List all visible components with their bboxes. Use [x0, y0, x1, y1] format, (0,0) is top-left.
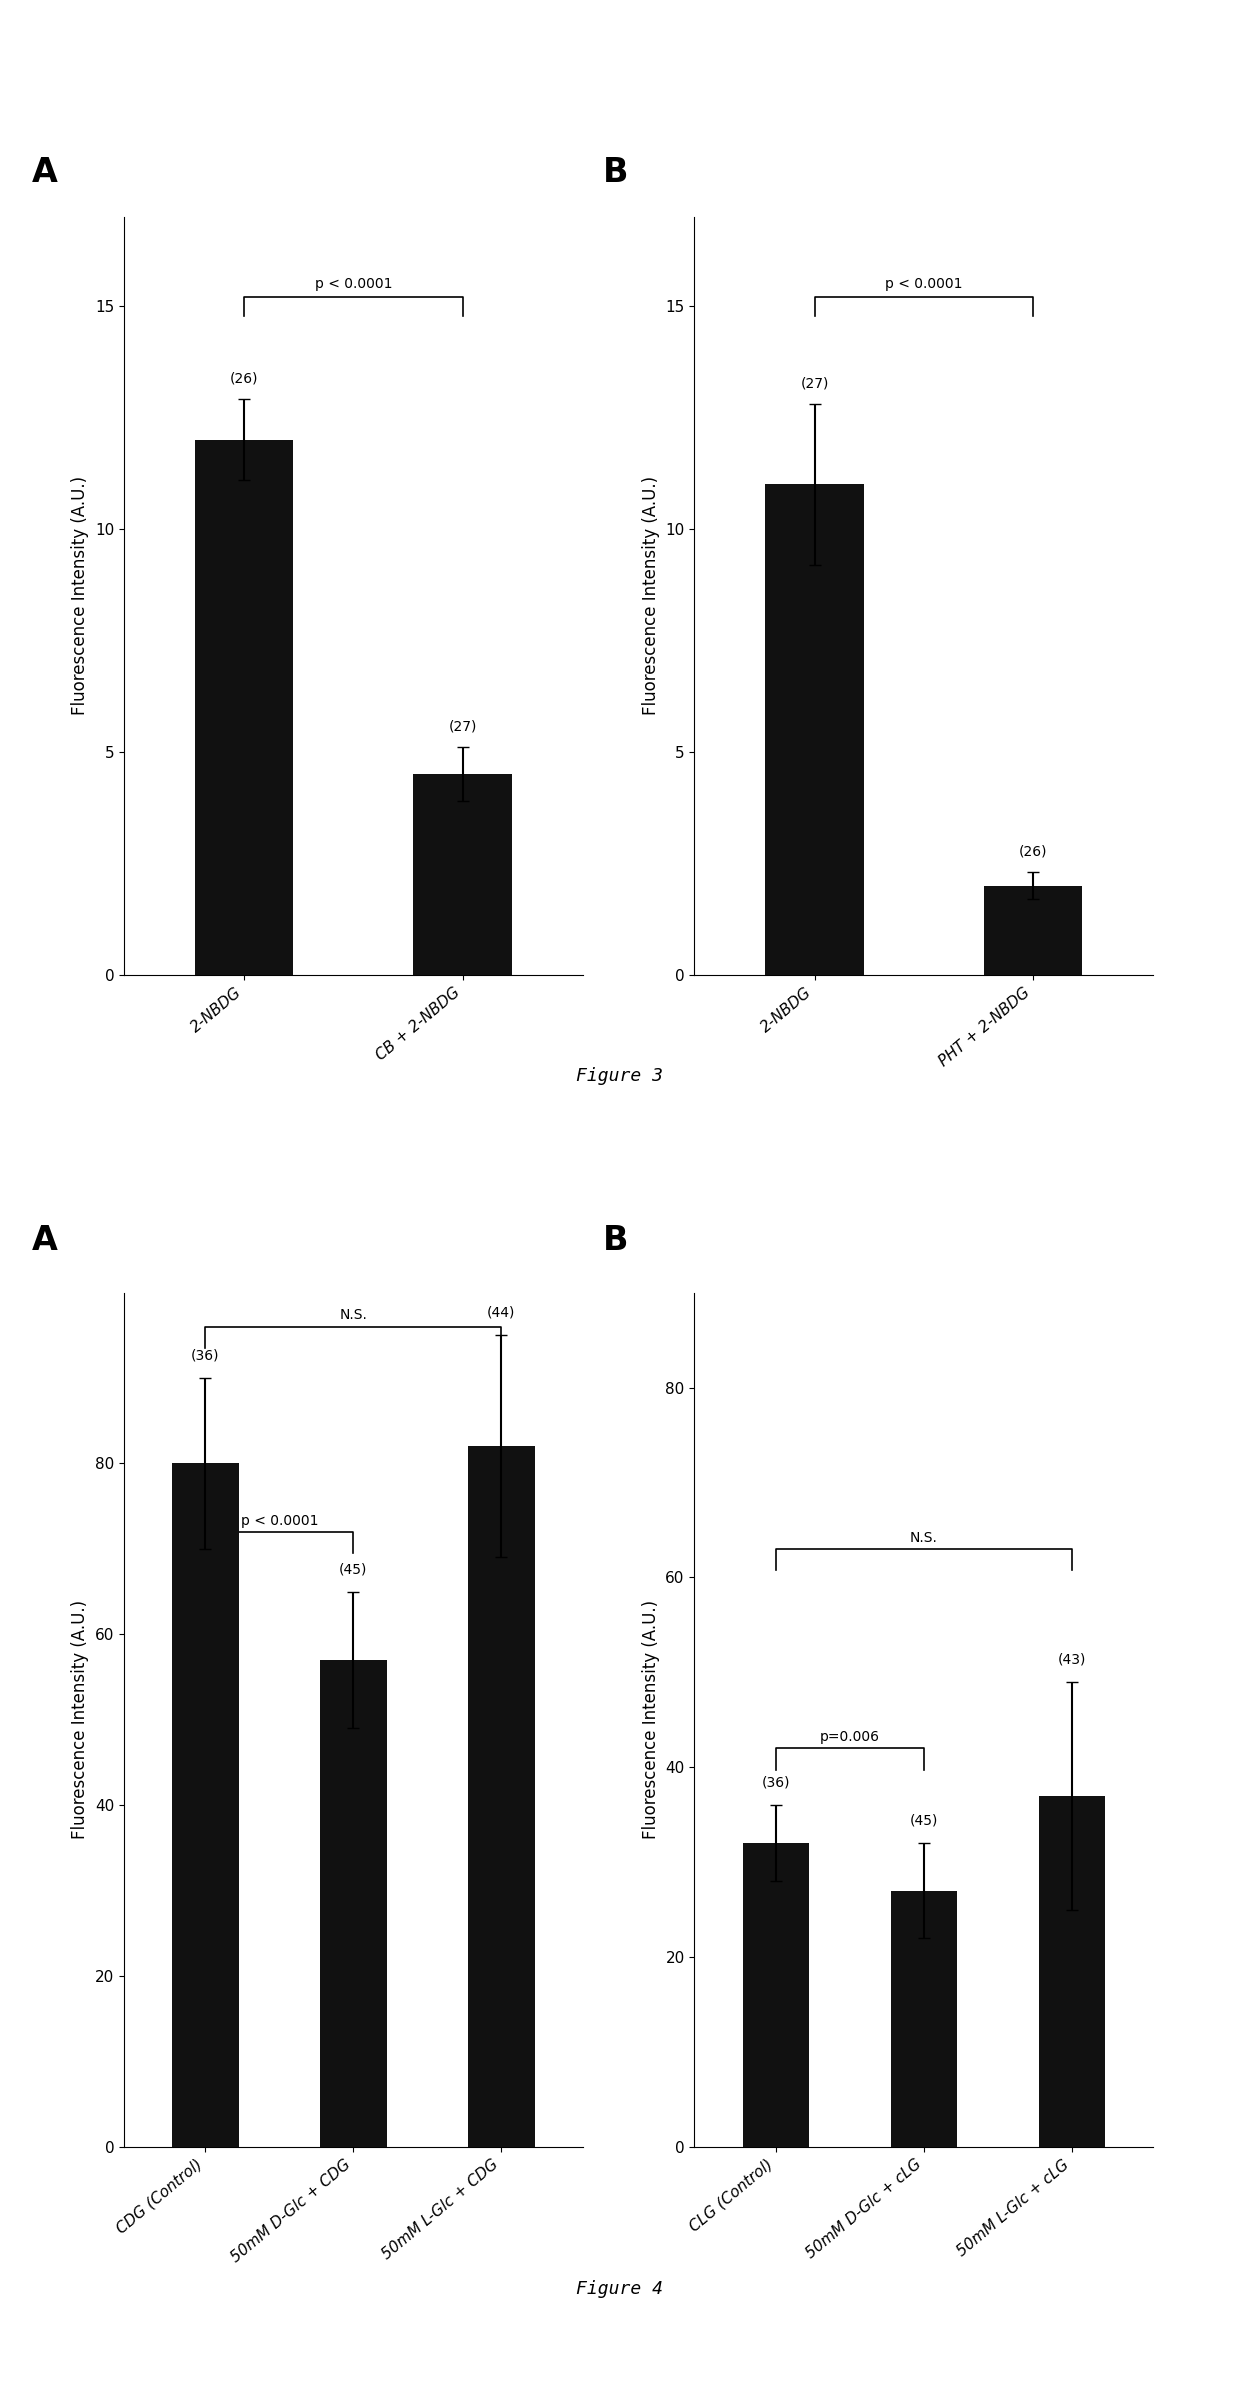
Y-axis label: Fluorescence Intensity (A.U.): Fluorescence Intensity (A.U.) — [72, 1601, 89, 1839]
Bar — [469, 1447, 534, 2147]
Text: (36): (36) — [191, 1348, 219, 1362]
Text: (27): (27) — [449, 720, 477, 734]
Bar — [765, 484, 864, 975]
Text: (26): (26) — [1019, 845, 1048, 859]
Text: (43): (43) — [1058, 1654, 1086, 1666]
Bar — [890, 1892, 957, 2147]
Bar — [413, 775, 512, 975]
Text: p=0.006: p=0.006 — [820, 1731, 880, 1745]
Text: (27): (27) — [800, 375, 828, 390]
Bar — [195, 440, 294, 975]
Text: N.S.: N.S. — [910, 1531, 937, 1545]
Text: (45): (45) — [910, 1815, 937, 1827]
Bar — [743, 1844, 810, 2147]
Y-axis label: Fluorescence Intensity (A.U.): Fluorescence Intensity (A.U.) — [642, 477, 660, 715]
Text: (26): (26) — [229, 371, 258, 385]
Text: p < 0.0001: p < 0.0001 — [241, 1514, 319, 1528]
Text: Figure 4: Figure 4 — [577, 2279, 663, 2299]
Text: A: A — [32, 1225, 58, 1256]
Text: N.S.: N.S. — [340, 1309, 367, 1321]
Text: B: B — [603, 156, 629, 190]
Bar — [320, 1661, 387, 2147]
Text: (36): (36) — [761, 1776, 790, 1791]
Bar — [172, 1463, 238, 2147]
Text: p < 0.0001: p < 0.0001 — [885, 277, 962, 291]
Text: Figure 3: Figure 3 — [577, 1066, 663, 1086]
Y-axis label: Fluorescence Intensity (A.U.): Fluorescence Intensity (A.U.) — [642, 1601, 660, 1839]
Text: (45): (45) — [340, 1562, 367, 1577]
Bar — [1039, 1796, 1105, 2147]
Text: B: B — [603, 1225, 629, 1256]
Bar — [983, 886, 1083, 975]
Text: (44): (44) — [487, 1307, 516, 1319]
Text: p < 0.0001: p < 0.0001 — [315, 277, 392, 291]
Text: A: A — [32, 156, 58, 190]
Y-axis label: Fluorescence Intensity (A.U.): Fluorescence Intensity (A.U.) — [72, 477, 89, 715]
